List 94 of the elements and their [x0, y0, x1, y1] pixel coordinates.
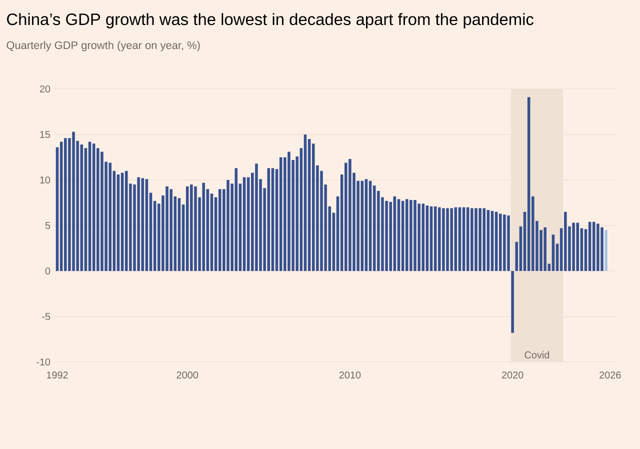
bar — [462, 207, 466, 271]
bar — [450, 208, 453, 271]
bar — [124, 170, 128, 271]
bar — [344, 162, 348, 271]
bar — [507, 215, 510, 271]
y-tick-label: -10 — [36, 358, 50, 366]
bar — [393, 196, 396, 271]
bar — [170, 189, 172, 271]
bar — [60, 142, 63, 271]
bar — [552, 234, 555, 271]
bar — [405, 199, 408, 271]
y-tick-label: -5 — [42, 313, 50, 320]
bar — [116, 174, 120, 271]
bar — [279, 157, 282, 271]
bar — [592, 222, 596, 271]
bar — [234, 168, 238, 271]
x-tick-label: 2020 — [502, 372, 524, 379]
bar — [385, 200, 388, 271]
bar — [434, 206, 437, 271]
bar — [430, 206, 433, 271]
bar — [442, 208, 445, 271]
bar — [267, 168, 270, 271]
bar — [226, 180, 230, 271]
bar — [418, 204, 420, 271]
y-tick-label: 20 — [40, 85, 50, 93]
bar — [478, 208, 482, 271]
bar — [194, 186, 197, 271]
bar — [178, 198, 181, 271]
bar — [100, 152, 104, 271]
bar — [438, 207, 441, 271]
bar — [474, 208, 478, 271]
bar — [92, 144, 96, 271]
bar — [588, 222, 592, 271]
bar — [255, 164, 258, 271]
bar — [482, 208, 486, 271]
bar — [186, 186, 189, 271]
bar — [145, 179, 148, 271]
bar — [470, 208, 474, 271]
bar — [490, 210, 494, 271]
bar — [372, 185, 376, 271]
bar — [572, 222, 575, 271]
x-tick-label: 2000 — [176, 372, 198, 379]
y-tick-label: 10 — [40, 176, 50, 184]
bar — [242, 177, 246, 271]
bar — [454, 207, 458, 271]
bar — [88, 142, 92, 271]
bar — [422, 204, 425, 271]
y-tick-label: 15 — [40, 131, 50, 138]
bar — [120, 172, 124, 271]
bar — [108, 162, 112, 271]
bar — [466, 207, 470, 271]
bar — [498, 214, 502, 271]
bar — [348, 159, 352, 271]
bar — [604, 230, 608, 271]
bar — [511, 270, 514, 333]
bar — [288, 152, 290, 271]
y-tick-label: 5 — [45, 222, 50, 229]
bar — [80, 144, 84, 271]
bar — [600, 227, 604, 271]
bar — [364, 179, 368, 271]
bar — [190, 184, 193, 271]
bar — [166, 186, 168, 271]
band-label: Covid — [524, 351, 550, 358]
bar — [218, 189, 222, 271]
chart-title: China’s GDP growth was the lowest in decades apart from the pandemic — [7, 13, 534, 28]
x-tick-label: 2010 — [339, 372, 361, 379]
bar — [486, 210, 490, 271]
bar — [397, 199, 400, 271]
bar — [202, 182, 205, 271]
bar — [137, 177, 140, 271]
bar — [596, 224, 600, 271]
bar — [72, 132, 75, 271]
bar — [564, 212, 567, 271]
bar — [494, 212, 498, 271]
bar — [458, 207, 462, 271]
bar — [576, 222, 579, 271]
bar — [368, 180, 372, 271]
bar — [401, 200, 404, 271]
bar — [503, 214, 506, 271]
x-tick-label: 2026 — [600, 372, 621, 379]
bar — [544, 227, 546, 271]
bar — [426, 205, 429, 271]
y-tick-label: 0 — [45, 267, 50, 275]
bar — [64, 138, 67, 271]
bar — [410, 200, 412, 271]
x-tick-label: 1992 — [46, 372, 68, 379]
bar — [304, 134, 307, 271]
bar — [527, 97, 530, 271]
chart-subtitle: Quarterly GDP growth (year on year, %) — [6, 41, 200, 52]
bar — [414, 200, 416, 271]
bar — [271, 168, 274, 271]
bar — [360, 180, 364, 271]
bar — [446, 208, 449, 271]
bar — [141, 178, 144, 271]
